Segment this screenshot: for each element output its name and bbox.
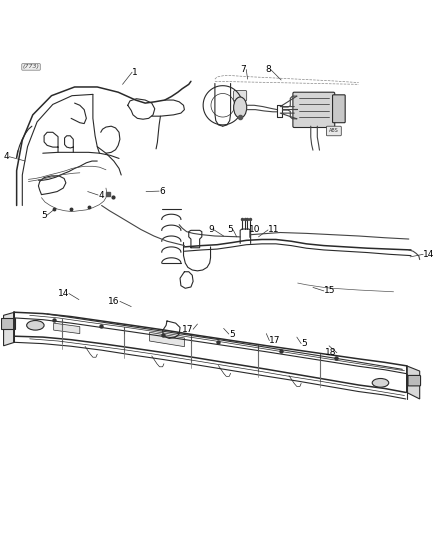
Text: 5: 5 (227, 225, 233, 235)
FancyBboxPatch shape (407, 375, 420, 386)
Polygon shape (406, 366, 419, 399)
Text: 14: 14 (422, 250, 434, 259)
Ellipse shape (27, 320, 44, 330)
Text: 17: 17 (269, 336, 280, 345)
Polygon shape (149, 332, 184, 346)
Ellipse shape (233, 97, 246, 118)
Polygon shape (53, 323, 80, 334)
Text: 5: 5 (228, 329, 234, 338)
Text: 1: 1 (132, 68, 138, 77)
Text: 5: 5 (41, 211, 47, 220)
FancyBboxPatch shape (292, 92, 334, 127)
Text: 4: 4 (98, 190, 103, 199)
Text: 7: 7 (240, 65, 246, 74)
Text: 8: 8 (264, 65, 270, 74)
FancyBboxPatch shape (233, 91, 246, 101)
Text: 6: 6 (159, 187, 165, 196)
Text: 18: 18 (325, 348, 336, 357)
Text: 16: 16 (108, 297, 120, 306)
Text: 17: 17 (181, 325, 193, 334)
FancyBboxPatch shape (0, 318, 15, 329)
Text: 11: 11 (268, 225, 279, 235)
Text: ABS: ABS (328, 128, 338, 133)
Ellipse shape (371, 378, 388, 387)
Text: 5: 5 (300, 339, 306, 348)
Text: 4: 4 (4, 152, 9, 161)
Text: 10: 10 (248, 225, 260, 235)
Text: 9: 9 (208, 225, 214, 235)
Text: (773): (773) (22, 64, 39, 69)
Polygon shape (4, 312, 14, 346)
FancyBboxPatch shape (326, 126, 340, 136)
FancyBboxPatch shape (332, 95, 344, 123)
Text: 14: 14 (57, 289, 69, 298)
Text: 15: 15 (323, 286, 335, 295)
